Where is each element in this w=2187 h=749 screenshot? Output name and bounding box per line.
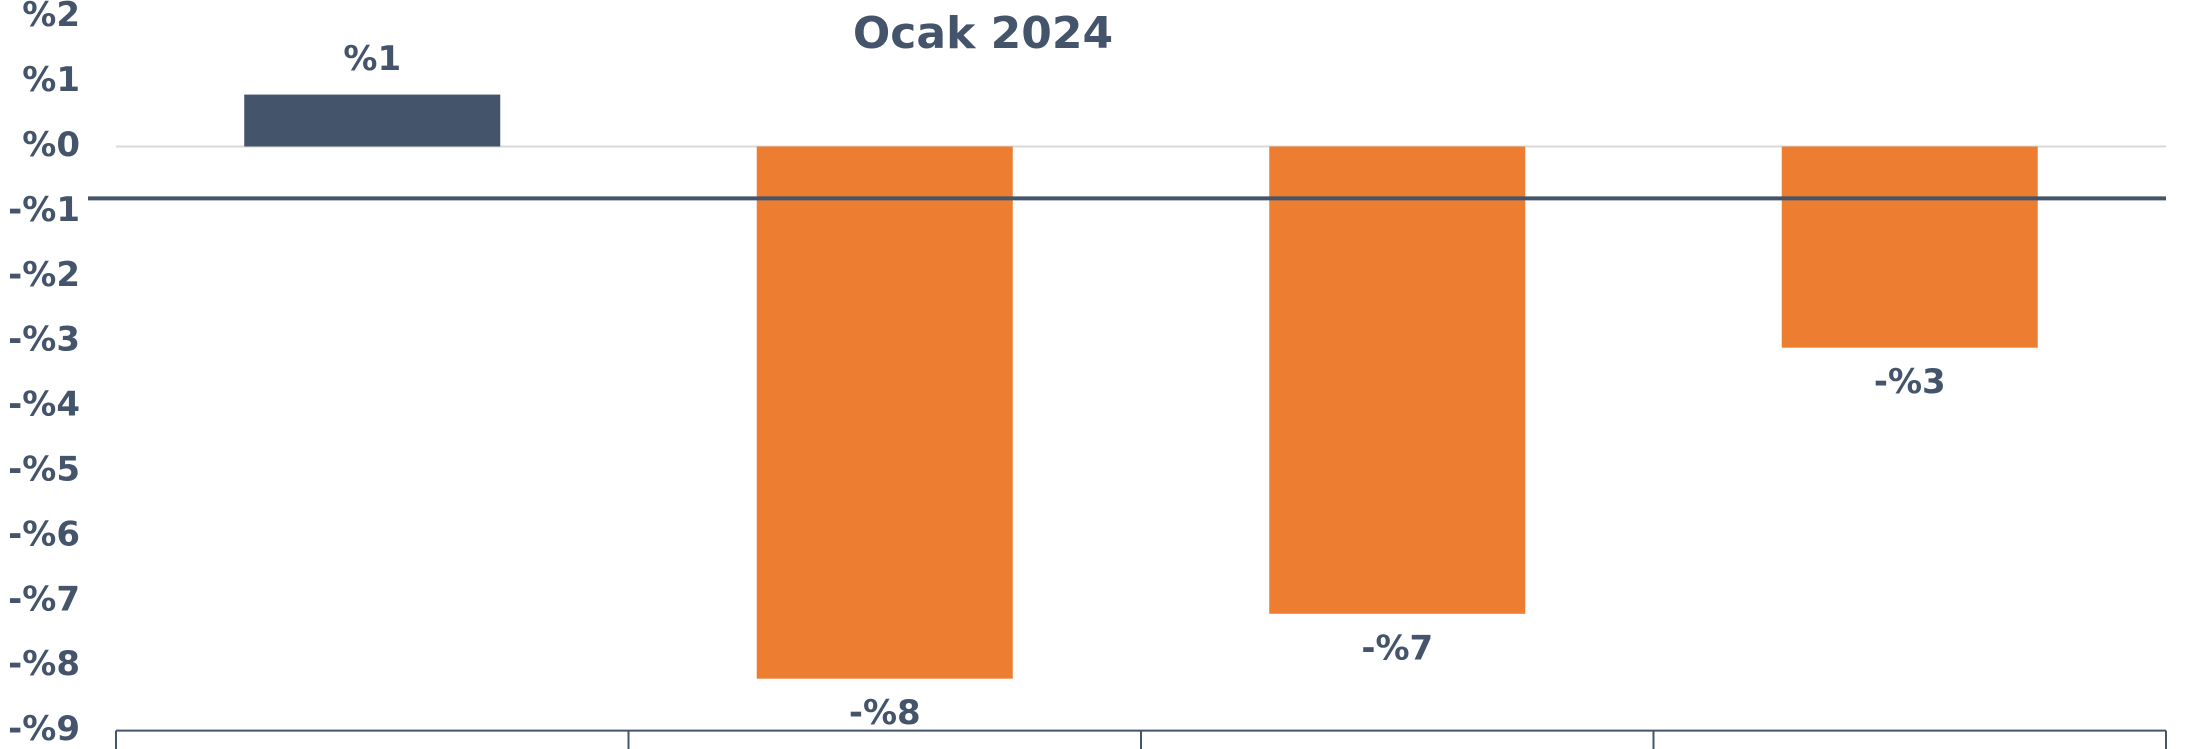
y-tick-label: -%9 [8,709,80,749]
data-label: -%7 [1361,628,1433,668]
y-tick-label: %1 [22,60,80,100]
bar [244,94,501,147]
data-label: %1 [343,39,401,79]
y-tick-label: -%4 [8,385,80,425]
y-tick-label: %2 [22,0,80,35]
y-tick-label: -%6 [8,514,80,554]
data-label: -%3 [1874,362,1946,402]
y-tick-label: %0 [22,125,80,165]
bar [1781,146,2038,348]
y-tick-label: -%1 [8,190,80,230]
bar [756,146,1013,679]
bar [1269,146,1526,614]
y-tick-label: -%3 [8,320,80,360]
y-tick-label: -%2 [8,255,80,295]
y-tick-label: -%7 [8,579,80,619]
data-label: -%8 [849,693,921,733]
y-tick-label: -%5 [8,450,80,490]
chart-title: Ocak 2024 [853,8,1113,59]
y-tick-label: -%8 [8,644,80,684]
